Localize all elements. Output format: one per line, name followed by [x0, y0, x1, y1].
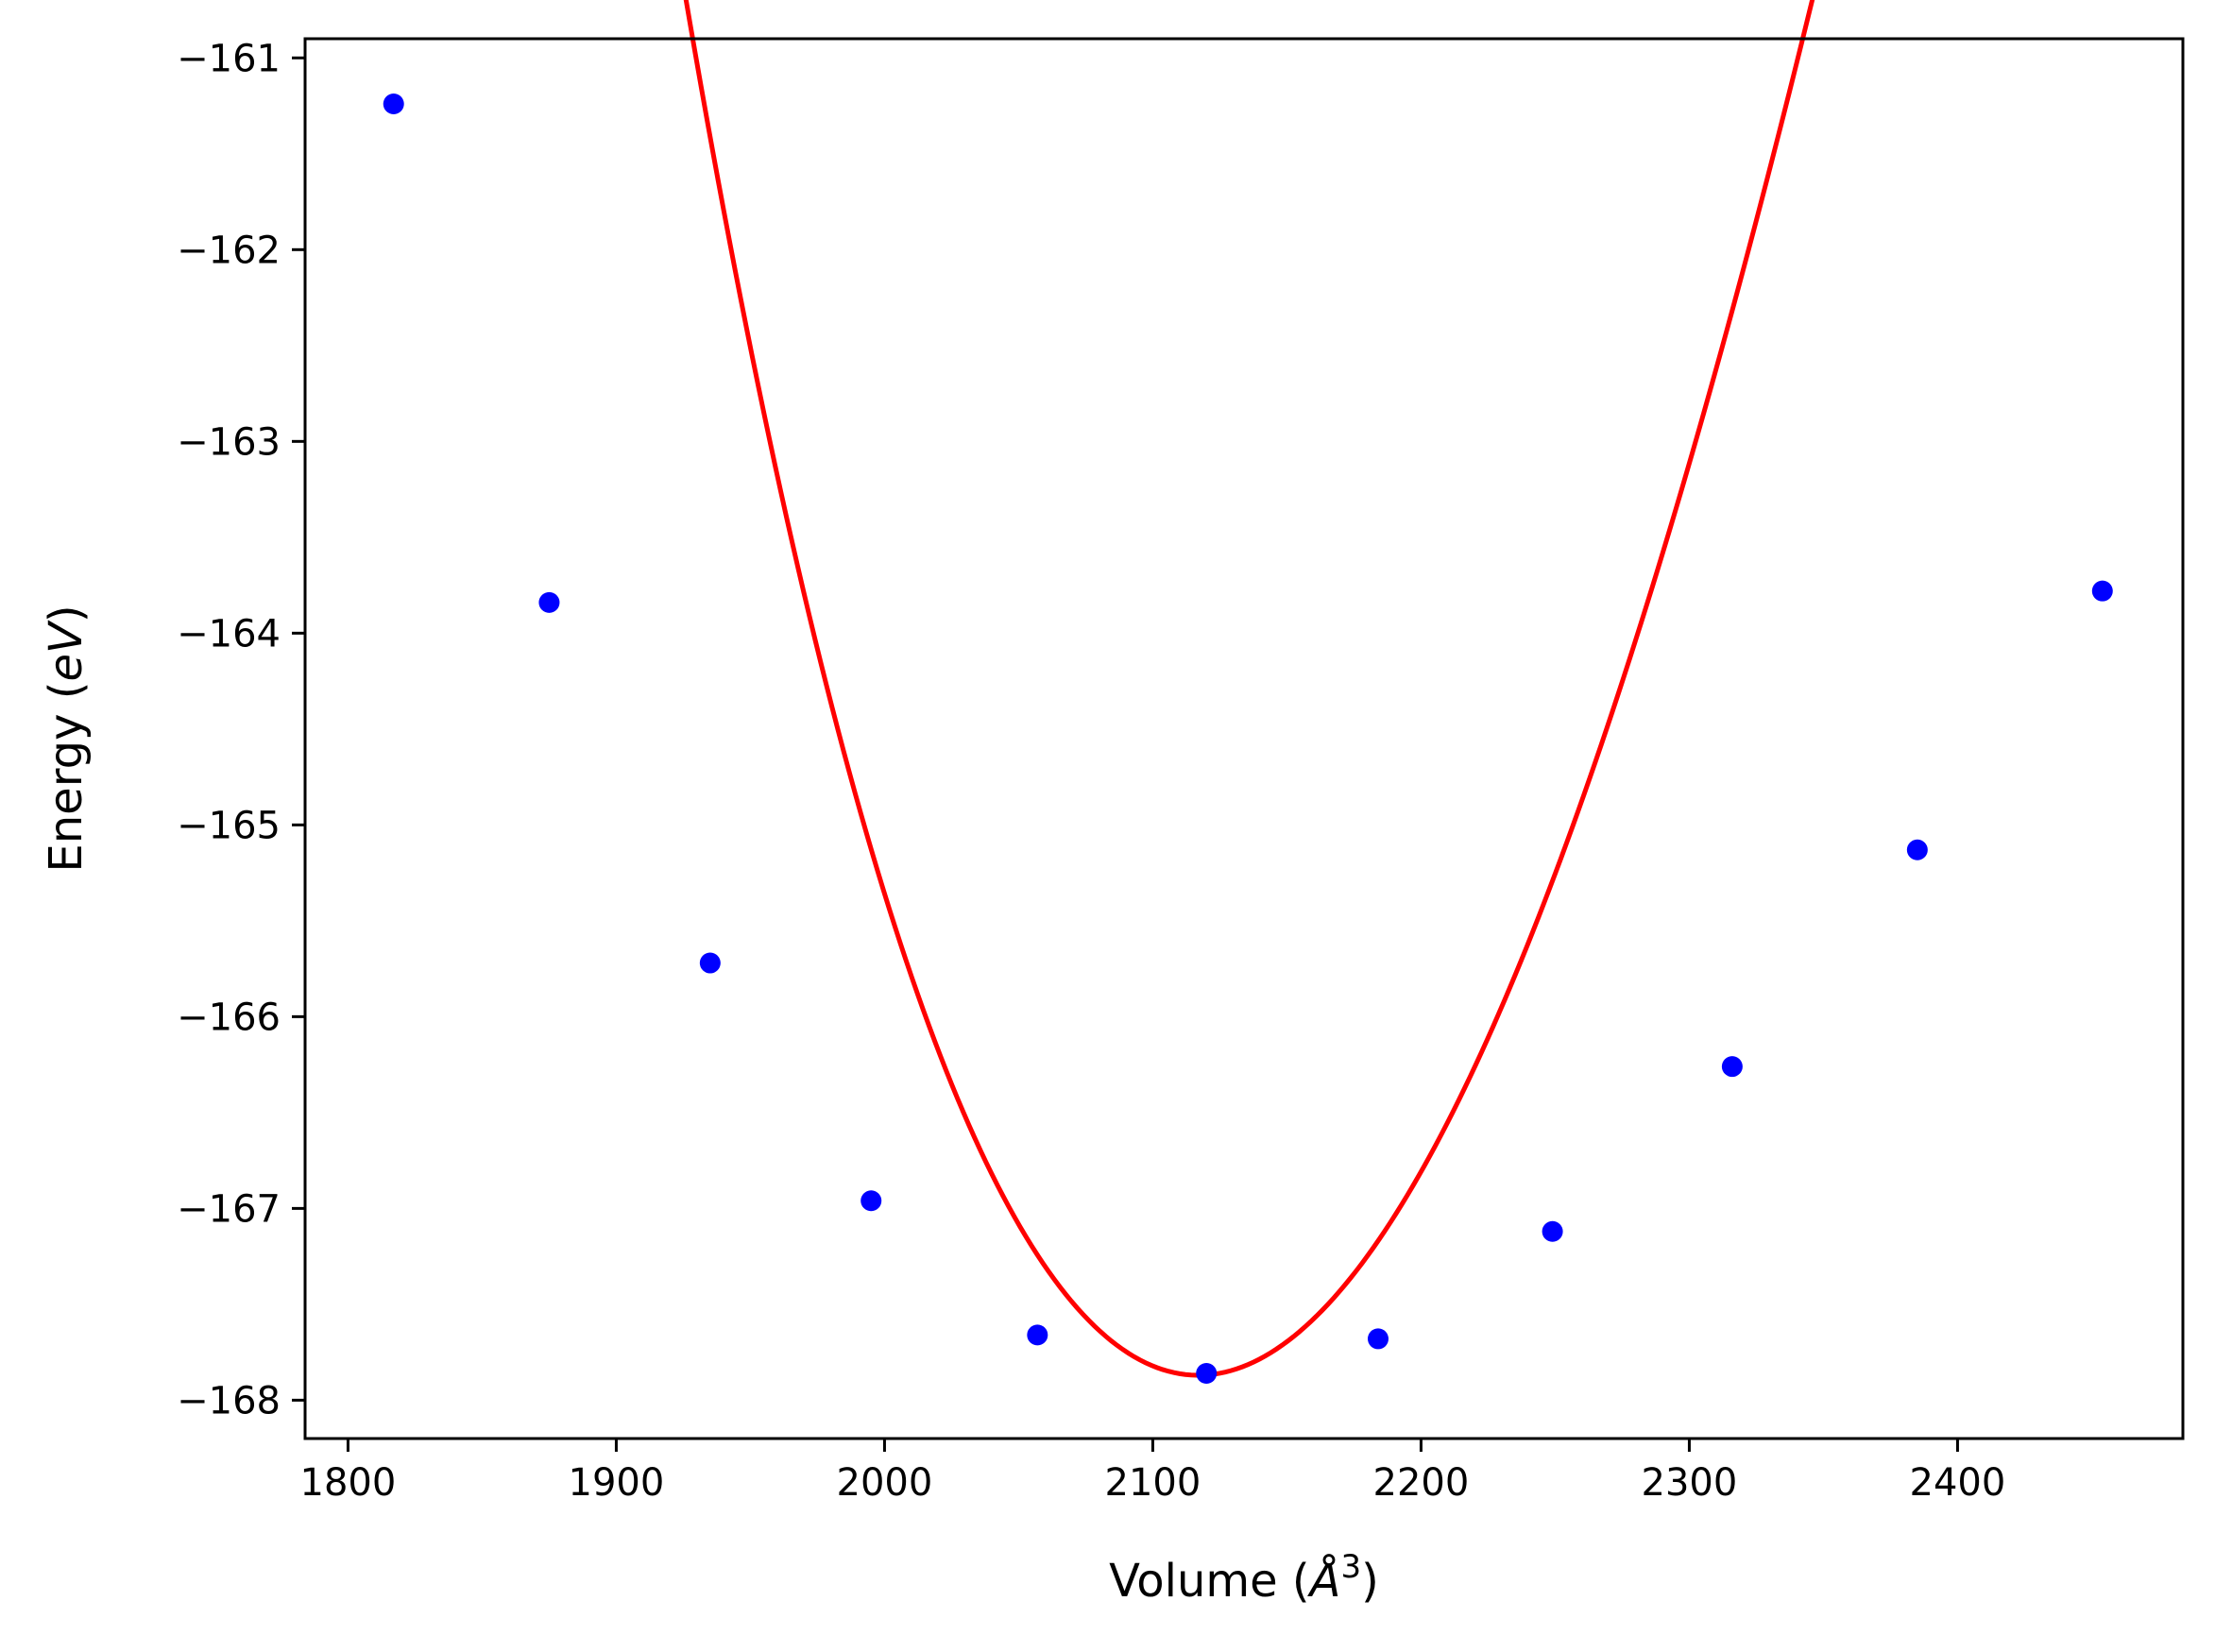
x-tick-label: 2100 — [1105, 1461, 1201, 1505]
x-axis-title-suffix: ) — [1361, 1555, 1379, 1608]
y-tick-label: −162 — [177, 229, 281, 272]
y-tick-label: −167 — [177, 1187, 281, 1231]
x-tick-label: 2200 — [1373, 1461, 1470, 1505]
y-tick-label: −166 — [177, 996, 281, 1039]
y-axis-title-suffix: ) — [40, 605, 93, 622]
plot-area — [305, 39, 2183, 1439]
data-point — [860, 1190, 882, 1212]
data-point — [699, 952, 721, 974]
y-axis-title-unit: eV — [40, 620, 93, 682]
y-tick-label: −164 — [177, 612, 281, 656]
data-point — [1027, 1324, 1048, 1346]
data-point — [1721, 1056, 1743, 1078]
fit-curve — [683, 0, 1815, 1378]
data-point — [383, 94, 404, 115]
x-tick-label: 1900 — [569, 1461, 665, 1505]
y-tick-label: −163 — [177, 420, 281, 464]
x-tick-label: 2300 — [1642, 1461, 1738, 1505]
x-axis-title-prefix: Volume ( — [1109, 1555, 1310, 1608]
y-tick-label: −161 — [177, 37, 281, 80]
data-point — [1196, 1362, 1218, 1384]
axes-frame — [303, 37, 2185, 1440]
data-point — [2091, 580, 2113, 602]
data-point — [538, 591, 560, 613]
y-axis-title-prefix: Energy ( — [40, 682, 93, 873]
data-point — [1368, 1328, 1389, 1350]
x-tick-label: 2000 — [837, 1461, 933, 1505]
x-axis-title-unit: Å — [1307, 1554, 1341, 1608]
x-axis-title: Volume (Å3) — [1109, 1548, 1379, 1608]
y-axis: −161 −162 −163 −164 −165 −166 −167 −168 — [177, 37, 305, 1422]
y-tick-label: −168 — [177, 1379, 281, 1422]
y-axis-title: Energy (eV) — [40, 605, 93, 872]
x-tick-label: 1800 — [300, 1461, 397, 1505]
data-point — [1906, 839, 1928, 860]
x-axis: 1800 1900 2000 2100 2200 2300 2400 — [300, 1439, 2006, 1505]
data-point — [1542, 1220, 1563, 1242]
x-tick-label: 2400 — [1910, 1461, 2006, 1505]
y-tick-label: −165 — [177, 804, 281, 847]
data-points — [383, 94, 2113, 1384]
x-axis-title-exponent: 3 — [1340, 1548, 1361, 1586]
